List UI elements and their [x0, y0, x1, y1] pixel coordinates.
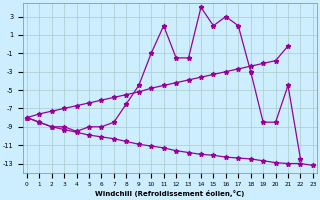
X-axis label: Windchill (Refroidissement éolien,°C): Windchill (Refroidissement éolien,°C)	[95, 190, 244, 197]
